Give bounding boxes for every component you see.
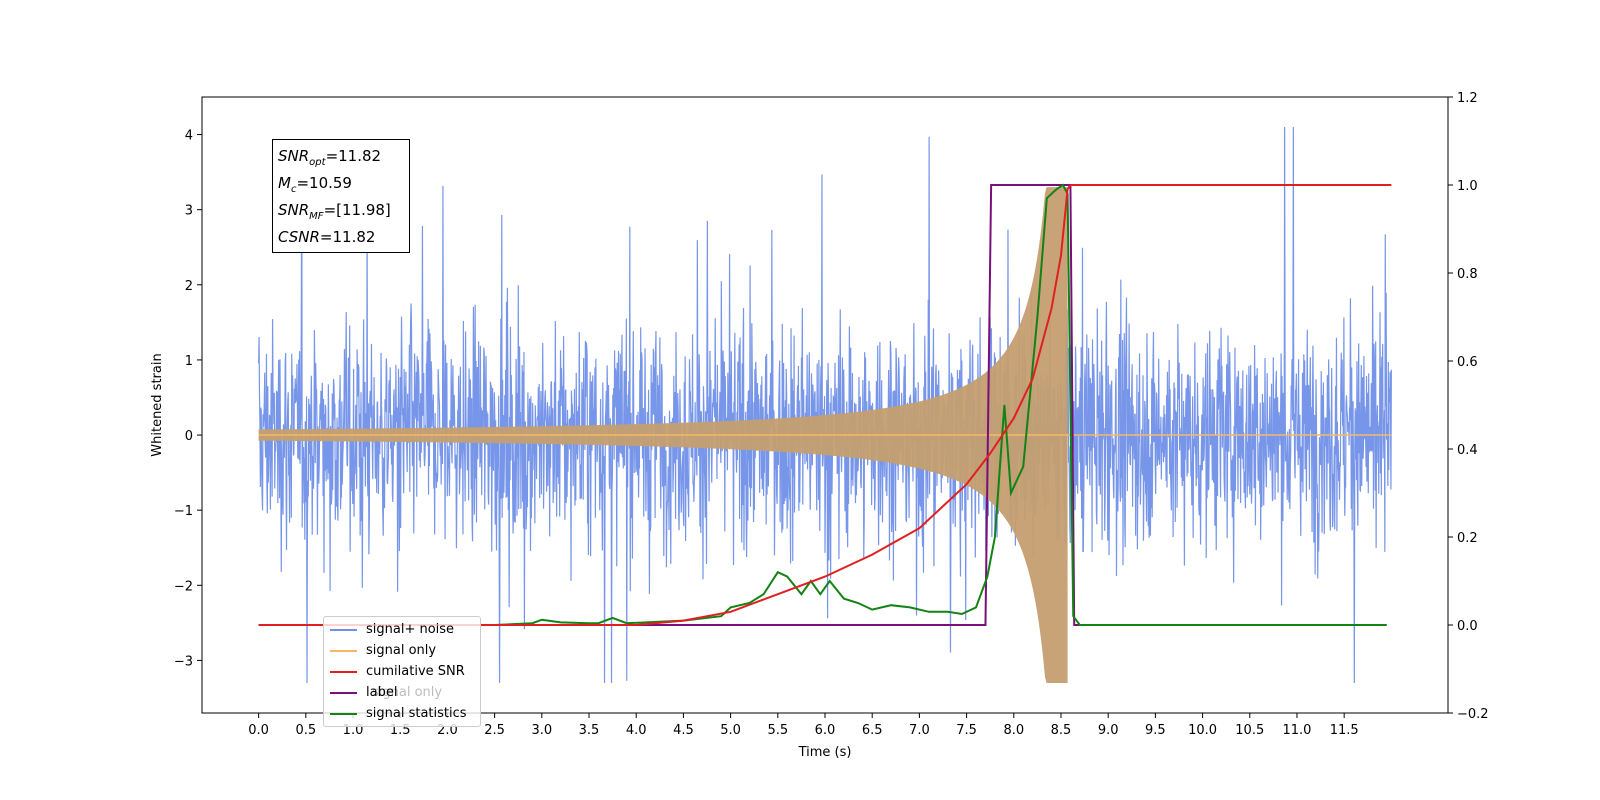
- legend-entry-signal-noise: signal+ noise: [330, 619, 480, 640]
- legend-entry-signal-only: signal only: [330, 640, 480, 661]
- legend-entry-signal-statistics: signal statistics: [330, 703, 480, 724]
- y-axis-label: Whitened strain: [150, 353, 165, 456]
- y-tick-label: 3: [185, 204, 193, 219]
- csnr-value: =11.82: [319, 228, 376, 246]
- y2-tick-label: 0.2: [1457, 531, 1478, 546]
- mc-line: Mc=10.59: [278, 174, 352, 195]
- x-tick-label: 7.5: [956, 723, 977, 738]
- snr-opt-value: =11.82: [325, 147, 382, 165]
- series-cumilative-snr: [258, 184, 1392, 626]
- x-tick-label: 5.5: [767, 723, 788, 738]
- legend-hidden-text: signal only: [372, 685, 443, 700]
- x-tick-label: 11.5: [1330, 723, 1359, 738]
- y-tick-label: −1: [174, 504, 193, 519]
- x-tick-label: 5.0: [720, 723, 741, 738]
- y-tick-label: −2: [174, 579, 193, 594]
- x-tick-label: 9.5: [1145, 723, 1166, 738]
- annotation-box: SNRopt=11.82 Mc=10.59 SNRMF=[11.98] CSNR…: [272, 139, 410, 253]
- plot-area: [258, 127, 1392, 683]
- snr-mf-value: =[11.98]: [323, 201, 391, 219]
- mc-value: =10.59: [296, 174, 352, 192]
- legend-swatch: [330, 649, 357, 652]
- x-tick-label: 8.5: [1051, 723, 1072, 738]
- series-signal-noise: [258, 127, 1392, 683]
- legend-swatch: [330, 628, 357, 631]
- snr-mf-line: SNRMF=[11.98]: [278, 201, 391, 222]
- y-axis-left: 4 3 2 1 0 −1 −2 −3: [174, 129, 202, 669]
- y2-tick-label: 0.6: [1457, 355, 1478, 370]
- y-axis-right: 1.2 1.0 0.8 0.6 0.4 0.2 0.0 −0.2: [1448, 91, 1489, 722]
- y2-tick-label: 1.0: [1457, 179, 1478, 194]
- y2-tick-label: 0.0: [1457, 619, 1478, 634]
- x-tick-label: 7.0: [909, 723, 930, 738]
- y2-tick-label: −0.2: [1457, 707, 1489, 722]
- series-signal-statistics: [258, 183, 1387, 626]
- csnr-line: CSNR=11.82: [278, 228, 376, 246]
- x-tick-label: 3.0: [531, 723, 552, 738]
- legend-entry-label: label signal only: [330, 682, 480, 703]
- x-tick-label: 11.0: [1282, 723, 1311, 738]
- x-tick-label: 0.5: [295, 723, 316, 738]
- x-tick-label: 3.5: [579, 723, 600, 738]
- legend-swatch: [330, 670, 357, 673]
- y-tick-label: −3: [174, 654, 193, 669]
- y2-tick-label: 0.4: [1457, 443, 1478, 458]
- y-tick-label: 4: [185, 129, 193, 144]
- legend-swatch: [330, 712, 357, 715]
- x-tick-label: 10.0: [1188, 723, 1217, 738]
- legend: signal+ noise signal only cumilative SNR…: [323, 616, 481, 727]
- y-tick-label: 1: [185, 354, 193, 369]
- x-tick-label: 9.0: [1098, 723, 1119, 738]
- y2-tick-label: 1.2: [1457, 91, 1478, 106]
- x-tick-label: 8.0: [1003, 723, 1024, 738]
- y-tick-label: 2: [185, 279, 193, 294]
- y2-tick-label: 0.8: [1457, 267, 1478, 282]
- x-axis-label: Time (s): [798, 745, 852, 760]
- x-tick-label: 10.5: [1235, 723, 1264, 738]
- y-tick-label: 0: [185, 429, 193, 444]
- x-tick-label: 4.0: [626, 723, 647, 738]
- legend-entry-cumulative-snr: cumilative SNR: [330, 661, 480, 682]
- x-tick-label: 0.0: [248, 723, 269, 738]
- legend-swatch: [330, 691, 357, 694]
- x-tick-label: 6.0: [815, 723, 836, 738]
- x-tick-label: 6.5: [862, 723, 883, 738]
- snr-opt-line: SNRopt=11.82: [278, 147, 382, 168]
- x-tick-label: 4.5: [673, 723, 694, 738]
- x-tick-label: 2.5: [484, 723, 505, 738]
